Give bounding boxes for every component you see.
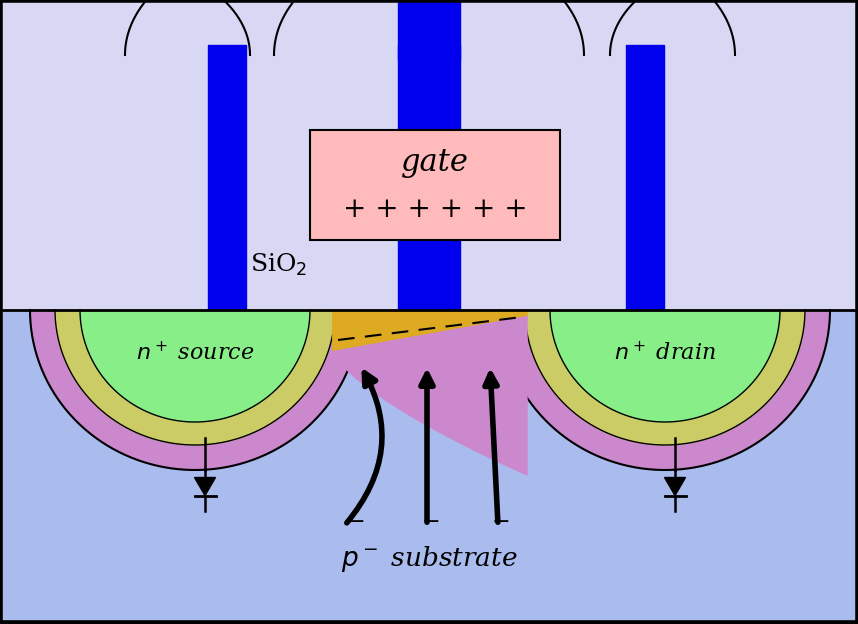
Bar (398, 0, 460, 60)
Polygon shape (80, 310, 310, 422)
Bar (208, 45, 246, 310)
Text: gate: gate (401, 147, 469, 178)
Polygon shape (274, 0, 584, 55)
Polygon shape (500, 310, 830, 470)
Bar (626, 45, 664, 310)
FancyArrowPatch shape (485, 374, 498, 522)
Polygon shape (664, 477, 686, 495)
Polygon shape (525, 310, 805, 445)
Bar (0, 55, 858, 310)
Polygon shape (333, 310, 527, 350)
Bar (0, 310, 858, 619)
Text: $n^+$ source: $n^+$ source (136, 342, 254, 365)
FancyArrowPatch shape (421, 374, 433, 522)
FancyArrowPatch shape (347, 373, 382, 523)
Polygon shape (55, 310, 335, 445)
Text: + + + + + +: + + + + + + (342, 196, 528, 223)
Polygon shape (195, 477, 215, 495)
Polygon shape (550, 310, 780, 422)
Polygon shape (610, 0, 858, 55)
Polygon shape (333, 315, 527, 475)
Text: $p^-$ substrate: $p^-$ substrate (341, 544, 517, 574)
Polygon shape (30, 310, 360, 470)
Bar (398, 45, 460, 310)
Polygon shape (333, 310, 527, 350)
Polygon shape (125, 0, 445, 55)
Text: $-$: $-$ (491, 510, 509, 530)
Polygon shape (0, 0, 250, 55)
Text: SiO$_2$: SiO$_2$ (250, 252, 307, 278)
Bar (310, 130, 560, 240)
Text: $-$: $-$ (421, 510, 439, 530)
Text: $n^+$ drain: $n^+$ drain (614, 342, 716, 365)
Text: $-$: $-$ (346, 510, 364, 530)
Polygon shape (415, 0, 735, 55)
